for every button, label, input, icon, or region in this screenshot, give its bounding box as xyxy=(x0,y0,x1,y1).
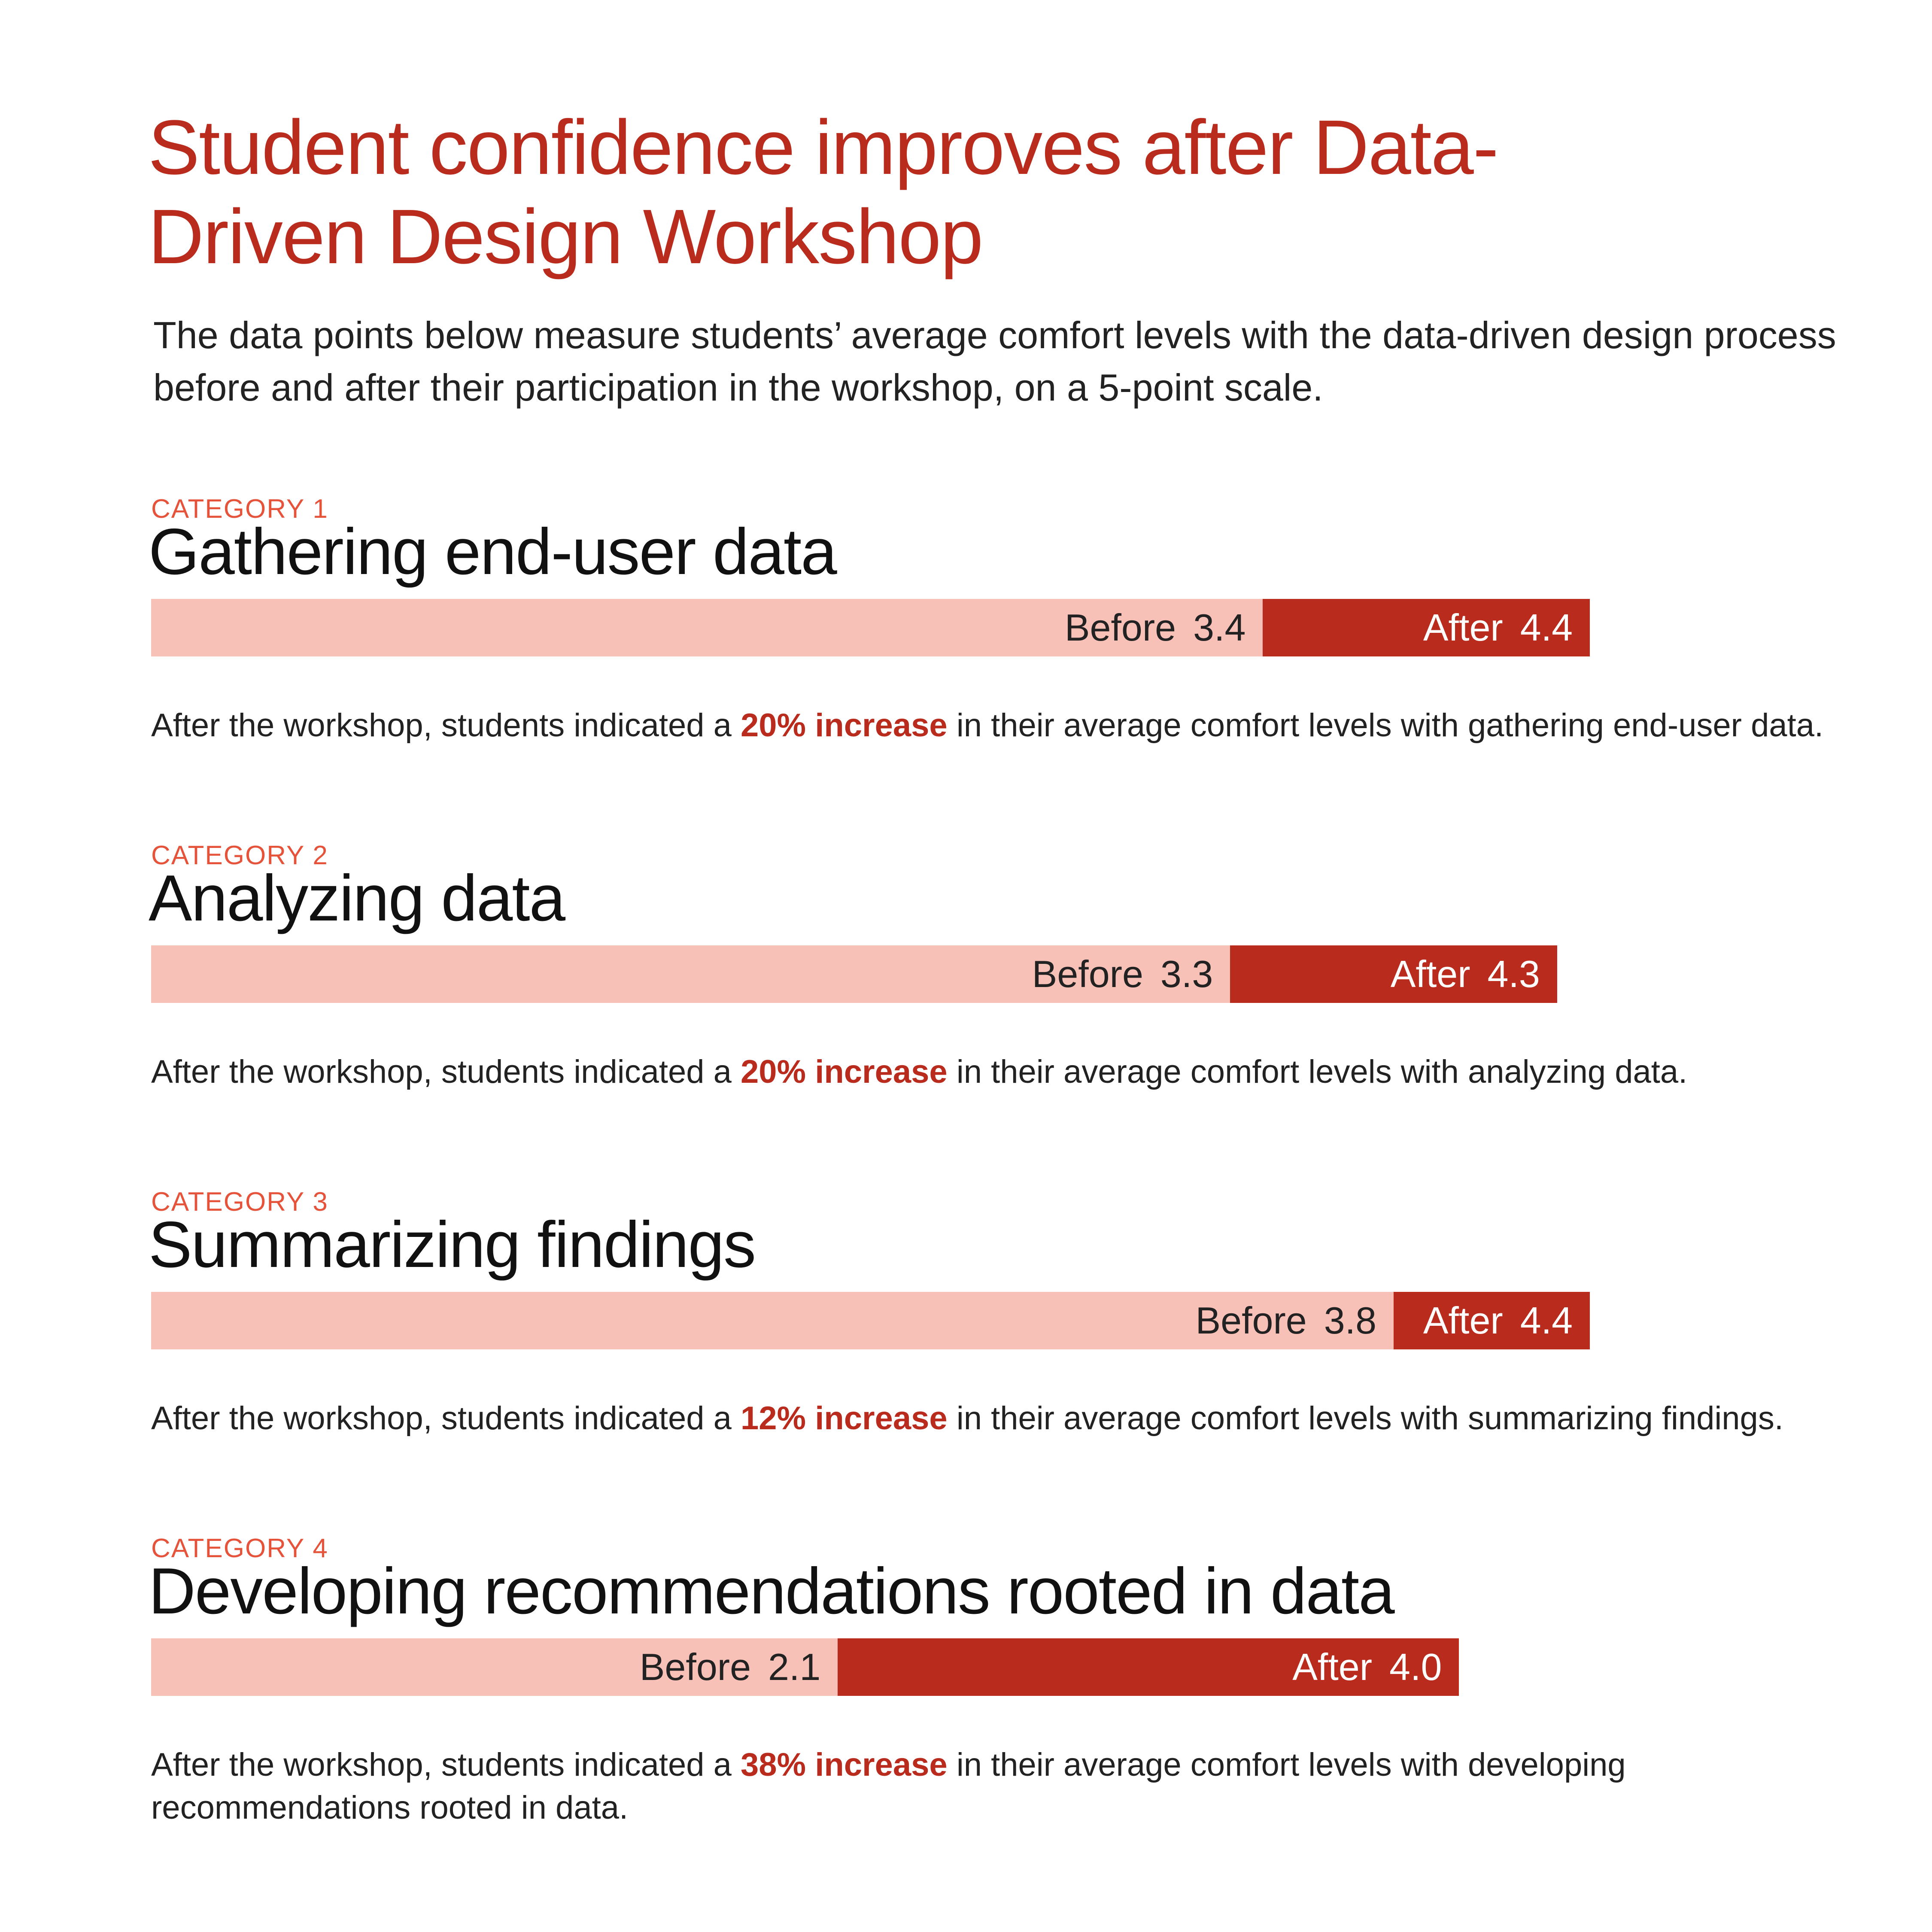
value-label: 3.8 xyxy=(1324,1299,1377,1342)
note-text: in their average comfort levels with dev… xyxy=(151,1747,1626,1826)
note-highlight: 38% increase xyxy=(741,1747,948,1783)
legend-label: Before xyxy=(1064,606,1176,649)
note-highlight: 12% increase xyxy=(741,1400,948,1437)
bar-label: After 4.4 xyxy=(151,599,1573,656)
note-text: in their average comfort levels with ana… xyxy=(947,1054,1688,1090)
note-text: After the workshop, students indicated a xyxy=(151,1400,741,1437)
category-label: CATEGORY 3 xyxy=(151,1187,328,1217)
note-highlight: 20% increase xyxy=(741,707,948,744)
category-title: Analyzing data xyxy=(149,862,565,935)
legend-label: After xyxy=(1423,1299,1503,1342)
note-text: in their average comfort levels with sum… xyxy=(947,1400,1783,1437)
bar-label: After 4.3 xyxy=(151,945,1540,1003)
bar xyxy=(151,1292,1394,1349)
legend-label: Before xyxy=(1032,953,1143,995)
category-title: Gathering end-user data xyxy=(149,515,837,588)
bar xyxy=(151,1638,838,1696)
value-label: 4.4 xyxy=(1520,606,1573,649)
value-label: 4.0 xyxy=(1389,1646,1442,1688)
legend-label: Before xyxy=(639,1646,751,1688)
bar-label: Before 3.8 xyxy=(151,1292,1376,1349)
category-label: CATEGORY 4 xyxy=(151,1534,328,1563)
note: After the workshop, students indicated a… xyxy=(151,1744,1890,1829)
note-highlight: 20% increase xyxy=(741,1054,948,1090)
note-text: After the workshop, students indicated a xyxy=(151,707,741,744)
legend-label: After xyxy=(1423,606,1503,649)
category-title: Developing recommendations rooted in dat… xyxy=(149,1555,1395,1628)
bar-label: Before 3.4 xyxy=(151,599,1246,656)
category-label: CATEGORY 1 xyxy=(151,494,328,524)
category-label: CATEGORY 2 xyxy=(151,841,328,870)
bar-label: After 4.0 xyxy=(151,1638,1442,1696)
legend-label: After xyxy=(1292,1646,1373,1688)
value-label: 4.3 xyxy=(1487,953,1540,995)
bar-label: After 4.4 xyxy=(151,1292,1573,1349)
note-text: in their average comfort levels with gat… xyxy=(947,707,1824,744)
bar xyxy=(151,945,1230,1003)
note: After the workshop, students indicated a… xyxy=(151,704,1890,747)
value-label: 3.4 xyxy=(1193,606,1246,649)
value-label: 4.4 xyxy=(1520,1299,1573,1342)
note: After the workshop, students indicated a… xyxy=(151,1397,1890,1440)
note-text: After the workshop, students indicated a xyxy=(151,1054,741,1090)
value-label: 3.3 xyxy=(1160,953,1213,995)
category-title: Summarizing findings xyxy=(149,1208,756,1281)
value-label: 2.1 xyxy=(768,1646,821,1688)
legend-label: After xyxy=(1390,953,1470,995)
bar-label: Before 3.3 xyxy=(151,945,1213,1003)
legend-label: Before xyxy=(1195,1299,1307,1342)
bar-label: Before 2.1 xyxy=(151,1638,821,1696)
page-title: Student confidence improves after Data-D… xyxy=(148,104,1499,280)
note-text: After the workshop, students indicated a xyxy=(151,1747,741,1783)
bar xyxy=(151,599,1263,656)
note: After the workshop, students indicated a… xyxy=(151,1051,1890,1094)
page-subtitle: The data points below measure students’ … xyxy=(153,314,1836,409)
